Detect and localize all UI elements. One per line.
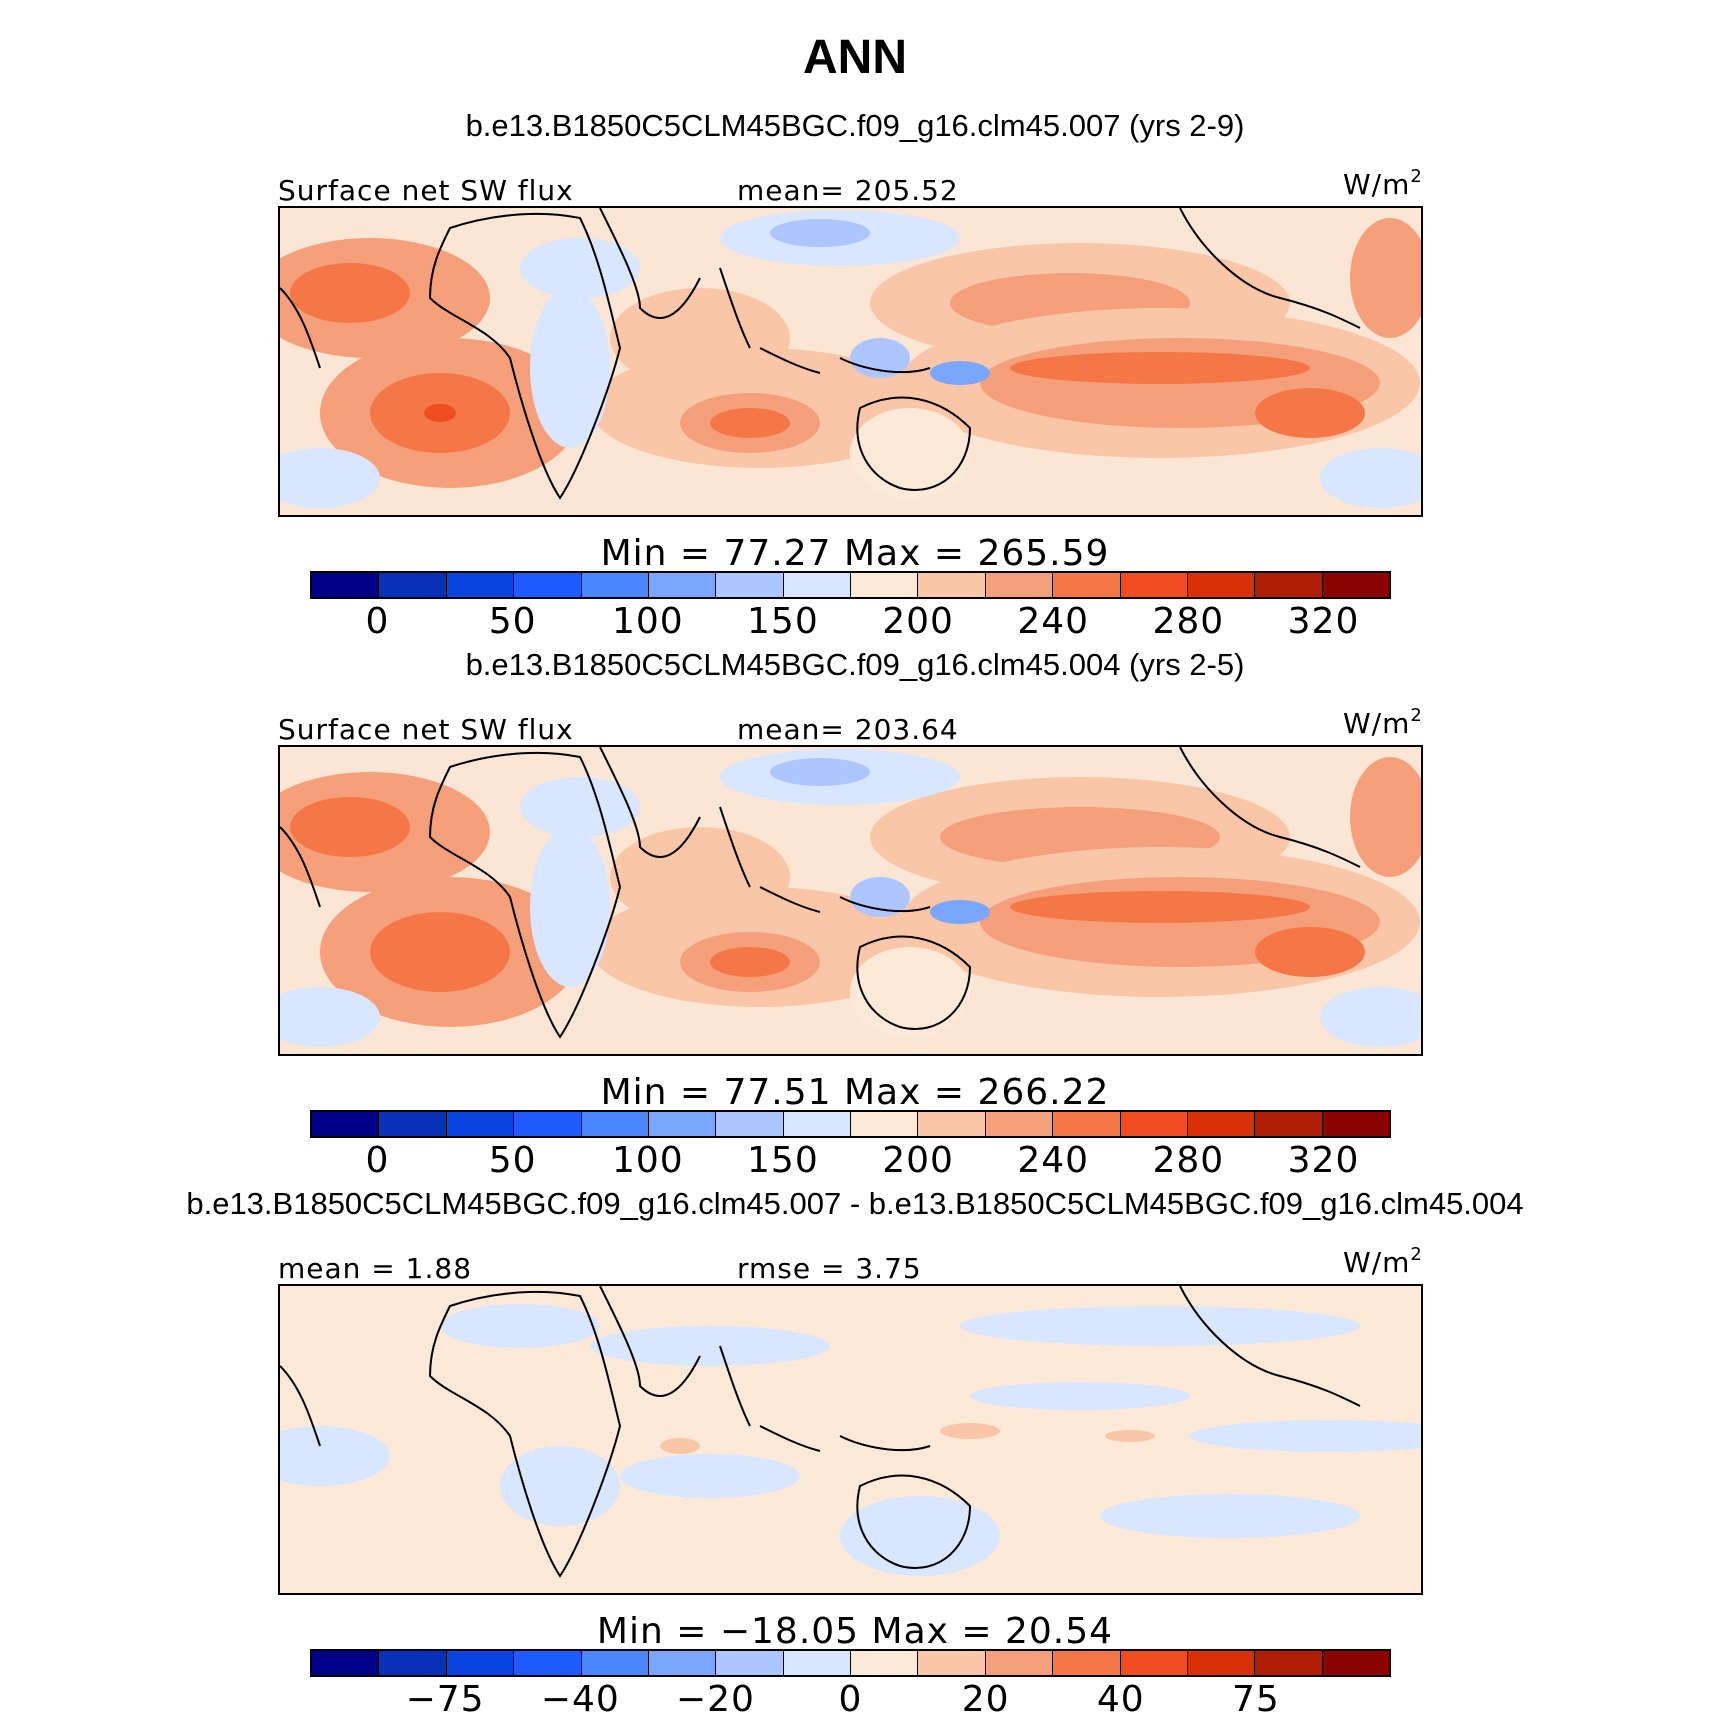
colorbar-box — [850, 573, 918, 597]
panel2-units: W/m2 — [1343, 705, 1423, 740]
colorbar-tick: 40 — [1096, 1679, 1145, 1720]
colorbar-tick: 150 — [747, 1140, 819, 1181]
colorbar-tick: 150 — [747, 601, 819, 642]
colorbar-box — [378, 1651, 446, 1675]
colorbar-box — [1186, 573, 1255, 597]
panel2-mean-label: mean= 203.64 — [737, 713, 959, 746]
colorbar-box — [312, 1651, 379, 1675]
colorbar-box — [1052, 1651, 1120, 1675]
colorbar-box — [917, 573, 985, 597]
panel1-case-title: b.e13.B1850C5CLM45BGC.f09_g16.clm45.007 … — [465, 108, 1245, 143]
colorbar-box — [445, 1112, 514, 1136]
colorbar-tick: 240 — [1017, 1140, 1090, 1181]
colorbar-box — [1119, 573, 1187, 597]
colorbar-box — [782, 1651, 850, 1675]
colorbar-box — [917, 1112, 985, 1136]
colorbar-tick: 75 — [1231, 1679, 1280, 1720]
colorbar-tick: 280 — [1152, 1140, 1225, 1181]
colorbar-tick: 320 — [1287, 601, 1360, 642]
panel1-colorbar — [310, 571, 1391, 599]
panel2-field-label: Surface net SW flux — [278, 713, 574, 746]
panel3-rmse-label: rmse = 3.75 — [737, 1252, 922, 1285]
colorbar-box — [715, 1112, 783, 1136]
colorbar-box — [1254, 1112, 1322, 1136]
colorbar-tick: −20 — [675, 1679, 755, 1720]
panel2-minmax: Min = 77.51 Max = 266.22 — [600, 1072, 1110, 1113]
colorbar-tick: 320 — [1287, 1140, 1360, 1181]
colorbar-tick: −75 — [405, 1679, 485, 1720]
colorbar-box — [513, 573, 581, 597]
panel1-ticks: 0 50 100 150 200 240 280 320 — [310, 601, 1391, 642]
colorbar-box — [580, 1112, 648, 1136]
colorbar-box — [647, 1651, 716, 1675]
figure-title: ANN — [803, 31, 907, 84]
colorbar-tick: 200 — [882, 601, 954, 642]
colorbar-tick: 0 — [838, 1679, 863, 1720]
panel3-case-title: b.e13.B1850C5CLM45BGC.f09_g16.clm45.007 … — [186, 1186, 1524, 1221]
colorbar-box — [513, 1651, 581, 1675]
colorbar-box — [580, 1651, 648, 1675]
colorbar-box — [715, 573, 783, 597]
colorbar-tick: 20 — [961, 1679, 1010, 1720]
panel2-colorbar — [310, 1110, 1391, 1138]
panel3-mean-label: mean = 1.88 — [278, 1252, 473, 1285]
panel2-case-title: b.e13.B1850C5CLM45BGC.f09_g16.clm45.004 … — [465, 647, 1245, 682]
panel1-units: W/m2 — [1343, 166, 1423, 201]
panel2-map — [278, 745, 1423, 1056]
panel3-units: W/m2 — [1343, 1244, 1423, 1279]
colorbar-box — [1186, 1112, 1255, 1136]
panel1-map — [278, 206, 1423, 517]
colorbar-box — [312, 1112, 379, 1136]
colorbar-tick: 240 — [1017, 601, 1090, 642]
colorbar-box — [984, 573, 1053, 597]
panel1-field-label: Surface net SW flux — [278, 174, 574, 207]
colorbar-box — [984, 1112, 1053, 1136]
colorbar-tick: 100 — [611, 601, 684, 642]
colorbar-box — [513, 1112, 581, 1136]
colorbar-box — [1254, 573, 1322, 597]
panel3-minmax: Min = −18.05 Max = 20.54 — [596, 1611, 1114, 1652]
panel3-colorbar — [310, 1649, 1391, 1677]
colorbar-box — [378, 573, 446, 597]
colorbar-box — [715, 1651, 783, 1675]
colorbar-box — [647, 573, 716, 597]
colorbar-box — [312, 573, 379, 597]
panel1-mean-label: mean= 205.52 — [737, 174, 959, 207]
colorbar-box — [850, 1651, 918, 1675]
colorbar-box — [445, 573, 514, 597]
colorbar-tick: 0 — [365, 1140, 390, 1181]
colorbar-tick: −40 — [540, 1679, 620, 1720]
colorbar-box — [917, 1651, 985, 1675]
panel3-ticks: −75 −40 −20 0 20 40 75 — [310, 1679, 1391, 1720]
colorbar-box — [984, 1651, 1053, 1675]
colorbar-box — [1119, 1112, 1187, 1136]
colorbar-box — [647, 1112, 716, 1136]
colorbar-tick: 280 — [1152, 601, 1225, 642]
colorbar-box — [850, 1112, 918, 1136]
colorbar-box — [445, 1651, 514, 1675]
colorbar-tick: 100 — [611, 1140, 684, 1181]
colorbar-box — [378, 1112, 446, 1136]
colorbar-box — [1321, 1112, 1389, 1136]
colorbar-box — [1321, 1651, 1389, 1675]
colorbar-tick: 0 — [365, 601, 390, 642]
colorbar-tick: 50 — [488, 1140, 537, 1181]
colorbar-box — [782, 573, 850, 597]
colorbar-box — [1119, 1651, 1187, 1675]
colorbar-tick: 200 — [882, 1140, 954, 1181]
colorbar-box — [1052, 573, 1120, 597]
panel3-map — [278, 1284, 1423, 1595]
colorbar-box — [1254, 1651, 1322, 1675]
colorbar-box — [1052, 1112, 1120, 1136]
panel2-ticks: 0 50 100 150 200 240 280 320 — [310, 1140, 1391, 1181]
colorbar-tick: 50 — [488, 601, 537, 642]
colorbar-box — [1186, 1651, 1255, 1675]
colorbar-box — [580, 573, 648, 597]
colorbar-box — [1321, 573, 1389, 597]
colorbar-box — [782, 1112, 850, 1136]
panel1-minmax: Min = 77.27 Max = 265.59 — [600, 533, 1110, 574]
